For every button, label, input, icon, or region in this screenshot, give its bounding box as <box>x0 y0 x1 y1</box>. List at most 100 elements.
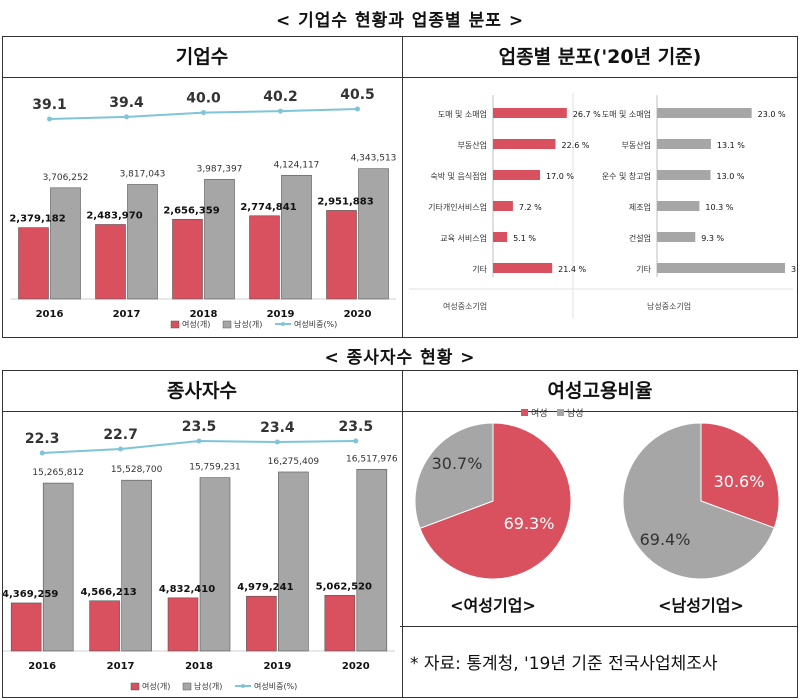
data-label-male: 4,124,117 <box>274 160 320 170</box>
pie-slice-male <box>414 422 494 529</box>
ratio-label: 22.7 <box>103 427 138 443</box>
ratio-label: 40.5 <box>340 87 375 103</box>
data-label-female: 4,566,213 <box>80 587 136 598</box>
bar-male-2019 <box>278 471 309 652</box>
bar-male-2016 <box>42 482 74 652</box>
bar-male-2018 <box>204 179 235 300</box>
data-label-male: 4,343,513 <box>351 154 397 164</box>
bar-male <box>657 108 752 118</box>
x-tick-label: 2017 <box>113 309 141 320</box>
legend-label-ratio: 여성비중(%) <box>254 681 297 691</box>
x-tick-label: 2020 <box>342 661 370 672</box>
ratio-point <box>353 438 359 444</box>
bar-male <box>657 170 711 180</box>
category-label: 건설업 <box>629 233 651 243</box>
bar-female-2020 <box>324 595 356 652</box>
value-label: 21.4 % <box>558 265 586 274</box>
ratio-chart-title: 여성고용비율 <box>401 371 797 412</box>
heading-employee-status: < 종사자수 현황 > <box>324 348 476 368</box>
legend-label-female: 여성(개) <box>142 681 170 691</box>
ratio-label: 39.4 <box>109 95 144 111</box>
legend-label-male: 남성(개) <box>194 681 222 691</box>
ratio-label: 23.4 <box>260 420 295 436</box>
value-label: 10.3 % <box>705 203 733 212</box>
bar-male-2017 <box>127 184 158 300</box>
x-tick-label: 2017 <box>107 661 135 672</box>
data-label-male: 3,987,397 <box>197 164 243 174</box>
bar-male-2017 <box>121 479 152 652</box>
company-chart-title: 기업수 <box>3 37 401 78</box>
legend-label-ratio: 여성비중(%) <box>294 319 337 329</box>
category-label: 기타개인서비스업 <box>428 202 487 212</box>
legend-swatch-male <box>557 409 564 416</box>
category-label: 교육 서비스업 <box>440 234 487 243</box>
category-label: 운수 및 창고업 <box>602 171 651 181</box>
employee-count-chart: 4,369,259 15,265,812 2016 4,566,213 15,528,7… <box>2 419 398 691</box>
ratio-point <box>196 438 202 444</box>
bar-female <box>493 201 513 211</box>
ratio-point <box>124 114 129 120</box>
source-note: * 자료: 통계청, '19년 기준 전국사업체조사 <box>410 654 718 674</box>
value-label: 13.0 % <box>717 172 745 181</box>
ratio-point <box>274 439 280 445</box>
industry-distribution-chart: 도매 및 소매업 26.7 %부동산업 22.6 %숙박 및 음식점업 17.0 %기… <box>409 93 798 319</box>
bar-male-2019 <box>281 174 312 300</box>
group-label: 여성중소기업 <box>443 301 487 311</box>
data-label-male: 16,275,409 <box>268 457 320 467</box>
ratio-point <box>47 116 52 122</box>
pie-title: <남성기업> <box>658 596 744 615</box>
x-tick-label: 2019 <box>267 309 295 320</box>
bar-male <box>657 232 696 242</box>
data-label-female: 4,832,410 <box>159 584 215 595</box>
legend-label-female: 여성(개) <box>182 319 210 329</box>
bar-female <box>493 139 556 149</box>
x-tick-label: 2016 <box>28 661 56 672</box>
legend-label-male: 남성(개) <box>234 319 262 329</box>
ratio-point <box>39 450 45 456</box>
bar-female-2019 <box>249 215 280 300</box>
ratio-label: 23.5 <box>339 419 374 435</box>
x-tick-label: 2018 <box>185 661 213 672</box>
ratio-label: 23.5 <box>182 419 217 435</box>
company-panel: 기업수 업종별 분포('20년 기준) 2,379,182 3,706,252 20… <box>2 36 798 338</box>
data-label-female: 4,369,259 <box>2 589 58 600</box>
bar-female-2018 <box>172 219 203 300</box>
pie-title: <여성기업> <box>450 596 536 615</box>
pie-slice-male <box>622 422 775 580</box>
bar-female <box>493 263 553 273</box>
legend-swatch-female <box>130 682 140 691</box>
pie-label-female: 69.3% <box>504 514 555 533</box>
legend-label-female: 여성 <box>531 407 548 419</box>
bar-female-2016 <box>18 227 49 300</box>
bar-male <box>657 201 700 211</box>
x-tick-label: 2020 <box>344 309 372 320</box>
bar-male-2020 <box>358 168 389 300</box>
bar-female <box>493 232 508 242</box>
pie-label-male: 69.4% <box>640 530 691 549</box>
ratio-label: 40.0 <box>186 91 221 107</box>
industry-chart-title: 업종별 분포('20년 기준) <box>401 37 797 78</box>
pie-label-female: 30.6% <box>714 472 765 491</box>
company-count-chart: 2,379,182 3,706,252 2016 2,483,970 3,817,043… <box>9 87 397 329</box>
bar-female-2019 <box>246 595 277 652</box>
employee-chart-title: 종사자수 <box>3 371 401 412</box>
data-label-female: 4,979,241 <box>237 582 293 593</box>
panel-divider <box>402 37 403 337</box>
ratio-label: 40.2 <box>263 89 298 105</box>
legend-marker-ratio <box>281 322 285 326</box>
bar-male-2020 <box>356 469 388 652</box>
x-tick-label: 2019 <box>263 661 291 672</box>
value-label: 31.1 % <box>791 265 798 274</box>
bar-male <box>657 139 711 149</box>
data-label-female: 5,062,520 <box>316 581 372 592</box>
group-label: 남성중소기업 <box>647 302 691 311</box>
ratio-point <box>355 106 360 112</box>
bar-male-2016 <box>50 187 81 300</box>
data-label-female: 2,483,970 <box>86 210 142 221</box>
bar-male <box>657 263 785 273</box>
x-tick-label: 2016 <box>36 309 64 320</box>
value-label: 9.3 % <box>701 234 724 243</box>
value-label: 22.6 % <box>561 141 589 150</box>
employment-ratio-chart: 여성 남성 69.3% 30.7% <여성기업> 30.6% 69.4% <남성기업> <box>414 407 780 615</box>
legend-label-male: 남성 <box>567 408 584 419</box>
